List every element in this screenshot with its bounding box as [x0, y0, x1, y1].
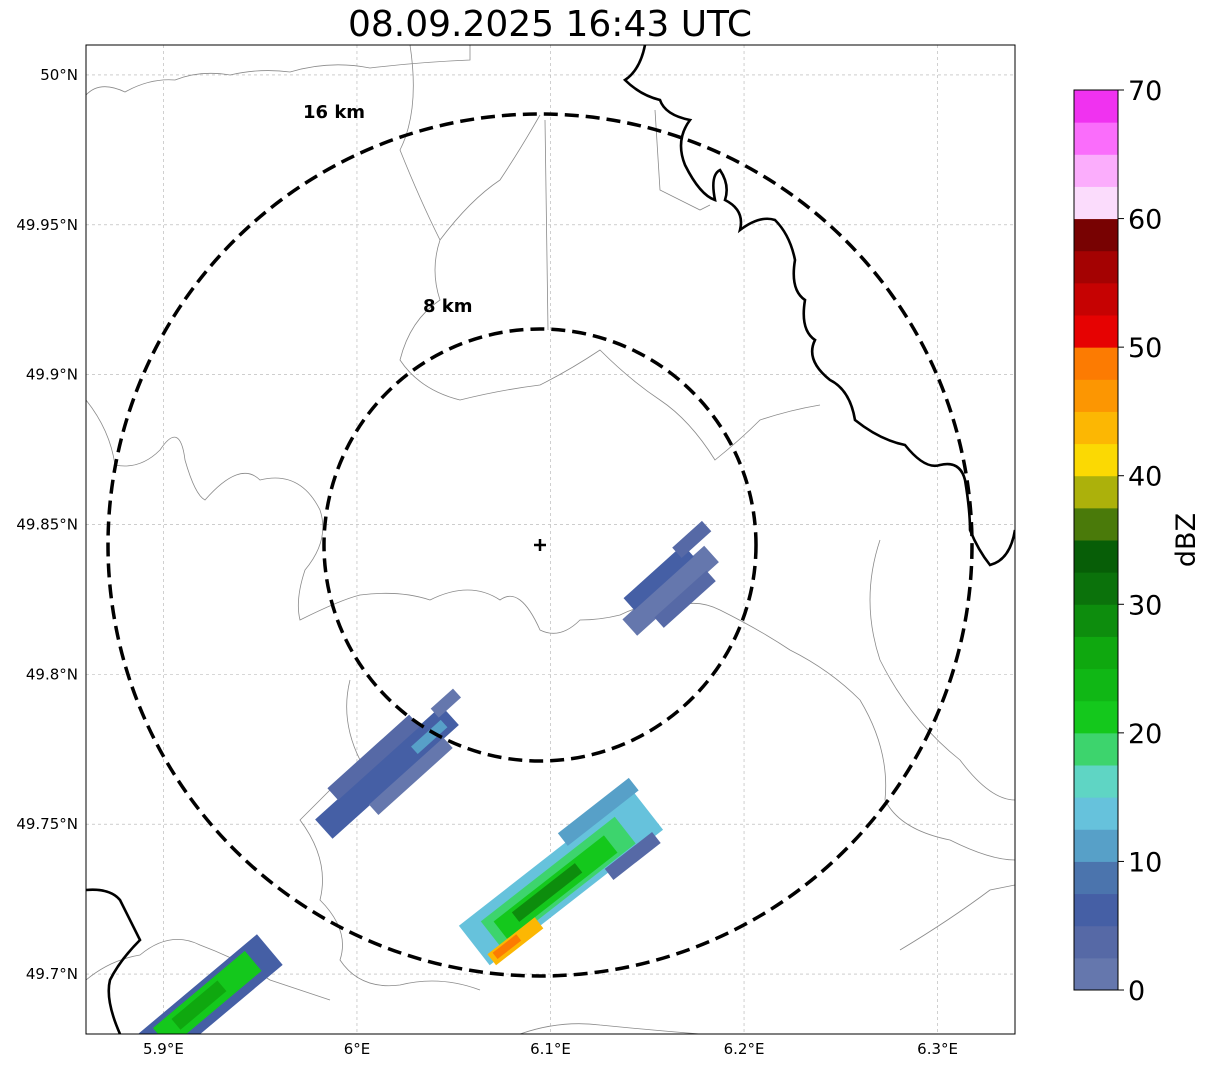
- colorbar-bin: [1074, 765, 1118, 798]
- municipal-boundary: [86, 939, 331, 1001]
- colorbar-bin: [1074, 379, 1118, 412]
- municipal-boundary: [399, 45, 711, 331]
- echo-west-light: [315, 688, 462, 839]
- colorbar-bin: [1074, 507, 1118, 541]
- colorbar-tick-label: 30: [1128, 590, 1162, 621]
- radar-pixel: [369, 737, 453, 815]
- range-ring-label-16km: 16 km: [303, 102, 365, 123]
- colorbar: 0 10 20 30 40 50 60 70 dBZ: [1073, 76, 1202, 1007]
- colorbar-label: dBZ: [1171, 513, 1202, 567]
- colorbar-tick-label: 50: [1128, 333, 1162, 364]
- lat-tick-label: 49.75°N: [16, 815, 78, 833]
- lon-tick-label: 6.3°E: [917, 1040, 958, 1058]
- reflectivity-layer: [103, 520, 719, 1034]
- radar-pixel: [623, 544, 694, 611]
- radar-pixel: [430, 688, 462, 718]
- radar-pixel: [492, 934, 522, 960]
- radar-location-marker: [534, 539, 546, 551]
- colorbar-bin: [1074, 957, 1118, 991]
- map-frame: [85, 44, 1016, 1035]
- lat-tick-label: 49.9°N: [26, 366, 78, 384]
- colorbar-bin: [1074, 700, 1118, 734]
- lon-tick-label: 6°E: [344, 1040, 371, 1058]
- colorbar-bin: [1074, 122, 1118, 155]
- radar-pixel: [327, 714, 420, 801]
- radar-pixel: [411, 719, 448, 755]
- axis-tick-labels: 5.9°E 6°E 6.1°E 6.2°E 6.3°E 50°N 49.95°N 49.9°N…: [16, 66, 958, 1058]
- lat-tick-label: 50°N: [40, 66, 78, 84]
- lon-tick-label: 6.2°E: [724, 1040, 765, 1058]
- colorbar-bin: [1074, 315, 1118, 348]
- colorbar-bin: [1074, 829, 1118, 862]
- municipal-boundary: [86, 45, 471, 96]
- colorbar-bin: [1074, 540, 1118, 573]
- range-rings: 16 km 8 km: [106, 102, 974, 978]
- colorbar-bin: [1074, 186, 1118, 220]
- colorbar-bin: [1074, 218, 1118, 252]
- lon-tick-label: 5.9°E: [143, 1040, 184, 1058]
- colorbar-tick-label: 40: [1128, 462, 1162, 493]
- colorbar-tick-label: 0: [1128, 976, 1145, 1007]
- municipal-boundary: [399, 114, 821, 461]
- radar-pixel: [654, 570, 716, 628]
- colorbar-bin: [1074, 893, 1118, 927]
- gridlines: [86, 45, 1015, 1034]
- colorbar-tick-label: 20: [1128, 719, 1162, 750]
- colorbar-bin: [1074, 636, 1118, 670]
- lon-tick-label: 6.1°E: [530, 1040, 571, 1058]
- range-ring-8km: [322, 327, 758, 763]
- lat-tick-label: 49.7°N: [26, 965, 78, 983]
- echo-southwest-edge: [103, 934, 283, 1034]
- national-border: [86, 888, 142, 1034]
- colorbar-bin: [1074, 411, 1118, 445]
- colorbar-tick-label: 60: [1128, 205, 1162, 236]
- colorbar-bin: [1074, 443, 1118, 477]
- lat-tick-label: 49.8°N: [26, 665, 78, 683]
- lat-tick-label: 49.95°N: [16, 216, 78, 234]
- colorbar-bin: [1074, 282, 1118, 316]
- colorbar-bin: [1074, 732, 1118, 766]
- range-ring-label-8km: 8 km: [423, 296, 473, 317]
- colorbar-tick-label: 10: [1128, 847, 1162, 878]
- radar-pixel: [557, 777, 639, 846]
- colorbar-bin: [1074, 475, 1118, 509]
- colorbar-bin: [1074, 154, 1118, 187]
- national-border: [622, 45, 1015, 567]
- colorbar-bin: [1074, 347, 1118, 380]
- colorbar-frame: [1073, 89, 1119, 991]
- colorbar-bin: [1074, 572, 1118, 605]
- municipal-boundary: [299, 539, 1015, 1034]
- municipal-boundary: [86, 399, 1015, 861]
- map-title: 08.09.2025 16:43 UTC: [347, 4, 753, 45]
- colorbar-tick-label: 70: [1128, 76, 1162, 107]
- range-ring-16km: [106, 112, 974, 978]
- radar-pixel: [171, 980, 227, 1030]
- radar-pixel: [622, 545, 719, 636]
- colorbar-bin: [1074, 250, 1118, 284]
- colorbar-bin: [1074, 90, 1118, 123]
- colorbar-bin: [1074, 668, 1118, 702]
- colorbar-bin: [1074, 604, 1118, 637]
- colorbar-bin: [1074, 925, 1118, 959]
- echo-east-light: [622, 520, 719, 636]
- lat-tick-label: 49.85°N: [16, 516, 78, 534]
- radar-pixel: [604, 831, 661, 880]
- colorbar-bin: [1074, 861, 1118, 895]
- colorbar-bin: [1074, 797, 1118, 830]
- radar-pixel: [672, 520, 712, 559]
- boundary-lines: [86, 45, 1015, 1034]
- echo-south-convective: [458, 777, 664, 966]
- radar-pixel: [511, 863, 583, 922]
